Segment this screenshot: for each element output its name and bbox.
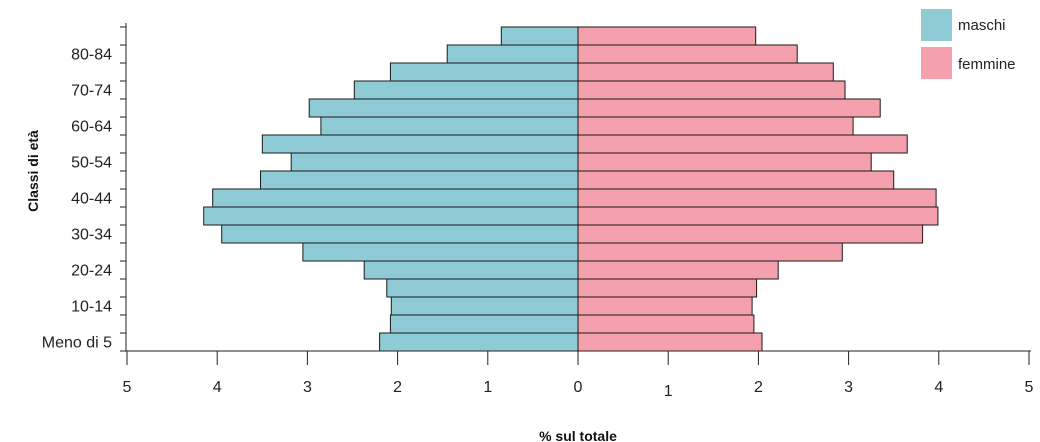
y-tick-label: 60-64 bbox=[71, 119, 112, 136]
bar-maschi-45-49 bbox=[260, 170, 579, 190]
bar-maschi-25-29 bbox=[302, 242, 579, 262]
bar-femmine-65-69 bbox=[577, 98, 881, 118]
y-tick-label: Meno di 5 bbox=[42, 335, 112, 352]
x-tick-label: 2 bbox=[393, 379, 402, 396]
bar-femmine-50-54 bbox=[577, 152, 872, 172]
bar-maschi-35-39 bbox=[203, 206, 579, 226]
bar-maschi-10-14 bbox=[390, 296, 579, 316]
y-tick-label: 80-84 bbox=[71, 47, 112, 64]
x-tick-label: 1 bbox=[664, 383, 673, 400]
legend-swatch-maschi bbox=[921, 9, 952, 41]
bar-maschi-85+ bbox=[500, 26, 579, 46]
bar-femmine-85+ bbox=[577, 26, 757, 46]
bar-femmine-80-84 bbox=[577, 44, 798, 64]
legend: maschi femmine bbox=[921, 9, 1016, 79]
x-tick-label: 0 bbox=[574, 379, 583, 396]
y-tick-label: 50-54 bbox=[71, 155, 112, 172]
bar-maschi-75-79 bbox=[389, 62, 579, 82]
x-axis-title: % sul totale bbox=[539, 428, 617, 442]
bar-maschi-65-69 bbox=[308, 98, 579, 118]
bar-femmine-60-64 bbox=[577, 116, 854, 136]
bar-femmine-25-29 bbox=[577, 242, 843, 262]
bar-maschi-40-44 bbox=[212, 188, 579, 208]
bar-maschi-70-74 bbox=[353, 80, 579, 100]
x-tick-label: 3 bbox=[303, 379, 312, 396]
bar-maschi-80-84 bbox=[446, 44, 579, 64]
x-tick-label: 5 bbox=[123, 379, 132, 396]
bar-femmine-35-39 bbox=[577, 206, 939, 226]
legend-label-maschi: maschi bbox=[958, 17, 1006, 34]
bar-femmine-20-24 bbox=[577, 260, 779, 280]
bar-maschi-50-54 bbox=[290, 152, 579, 172]
bar-femmine-5-9 bbox=[577, 314, 755, 334]
axis-layer bbox=[120, 23, 1031, 365]
y-tick-label: 10-14 bbox=[71, 299, 112, 316]
legend-swatch-femmine bbox=[921, 47, 952, 79]
bar-femmine-40-44 bbox=[577, 188, 937, 208]
y-tick-label: 70-74 bbox=[71, 83, 112, 100]
x-tick-label: 1 bbox=[483, 379, 492, 396]
bar-maschi-5-9 bbox=[389, 314, 579, 334]
y-tick-labels: Meno di 5 10-14 20-24 30-34 40-44 50-54 60-64 7… bbox=[42, 47, 112, 352]
bar-maschi-meno-di-5 bbox=[379, 332, 579, 352]
y-tick-label: 40-44 bbox=[71, 191, 112, 208]
bar-femmine-55-59 bbox=[577, 134, 908, 154]
x-tick-label: 4 bbox=[213, 379, 222, 396]
bar-maschi-20-24 bbox=[363, 260, 579, 280]
bar-femmine-10-14 bbox=[577, 296, 753, 316]
bar-femmine-70-74 bbox=[577, 80, 846, 100]
y-axis-title: Classi di età bbox=[25, 130, 41, 212]
x-tick-label: 3 bbox=[844, 379, 853, 396]
bar-maschi-30-34 bbox=[221, 224, 579, 244]
x-tick-label: 5 bbox=[1025, 379, 1034, 396]
y-tick-label: 20-24 bbox=[71, 263, 112, 280]
bar-maschi-60-64 bbox=[320, 116, 579, 136]
bar-femmine-meno-di-5 bbox=[577, 332, 763, 352]
bar-femmine-45-49 bbox=[577, 170, 895, 190]
bar-maschi-55-59 bbox=[261, 134, 579, 154]
y-tick-label: 30-34 bbox=[71, 227, 112, 244]
legend-label-femmine: femmine bbox=[958, 56, 1016, 73]
bars-layer bbox=[203, 26, 939, 352]
x-tick-label: 4 bbox=[934, 379, 943, 396]
bar-femmine-75-79 bbox=[577, 62, 834, 82]
x-tick-labels: 5 4 3 2 1 0 1 2 3 4 5 bbox=[123, 379, 1034, 400]
x-tick-label: 2 bbox=[754, 379, 763, 396]
bar-femmine-30-34 bbox=[577, 224, 924, 244]
bar-maschi-15-19 bbox=[386, 278, 579, 298]
bar-femmine-15-19 bbox=[577, 278, 758, 298]
